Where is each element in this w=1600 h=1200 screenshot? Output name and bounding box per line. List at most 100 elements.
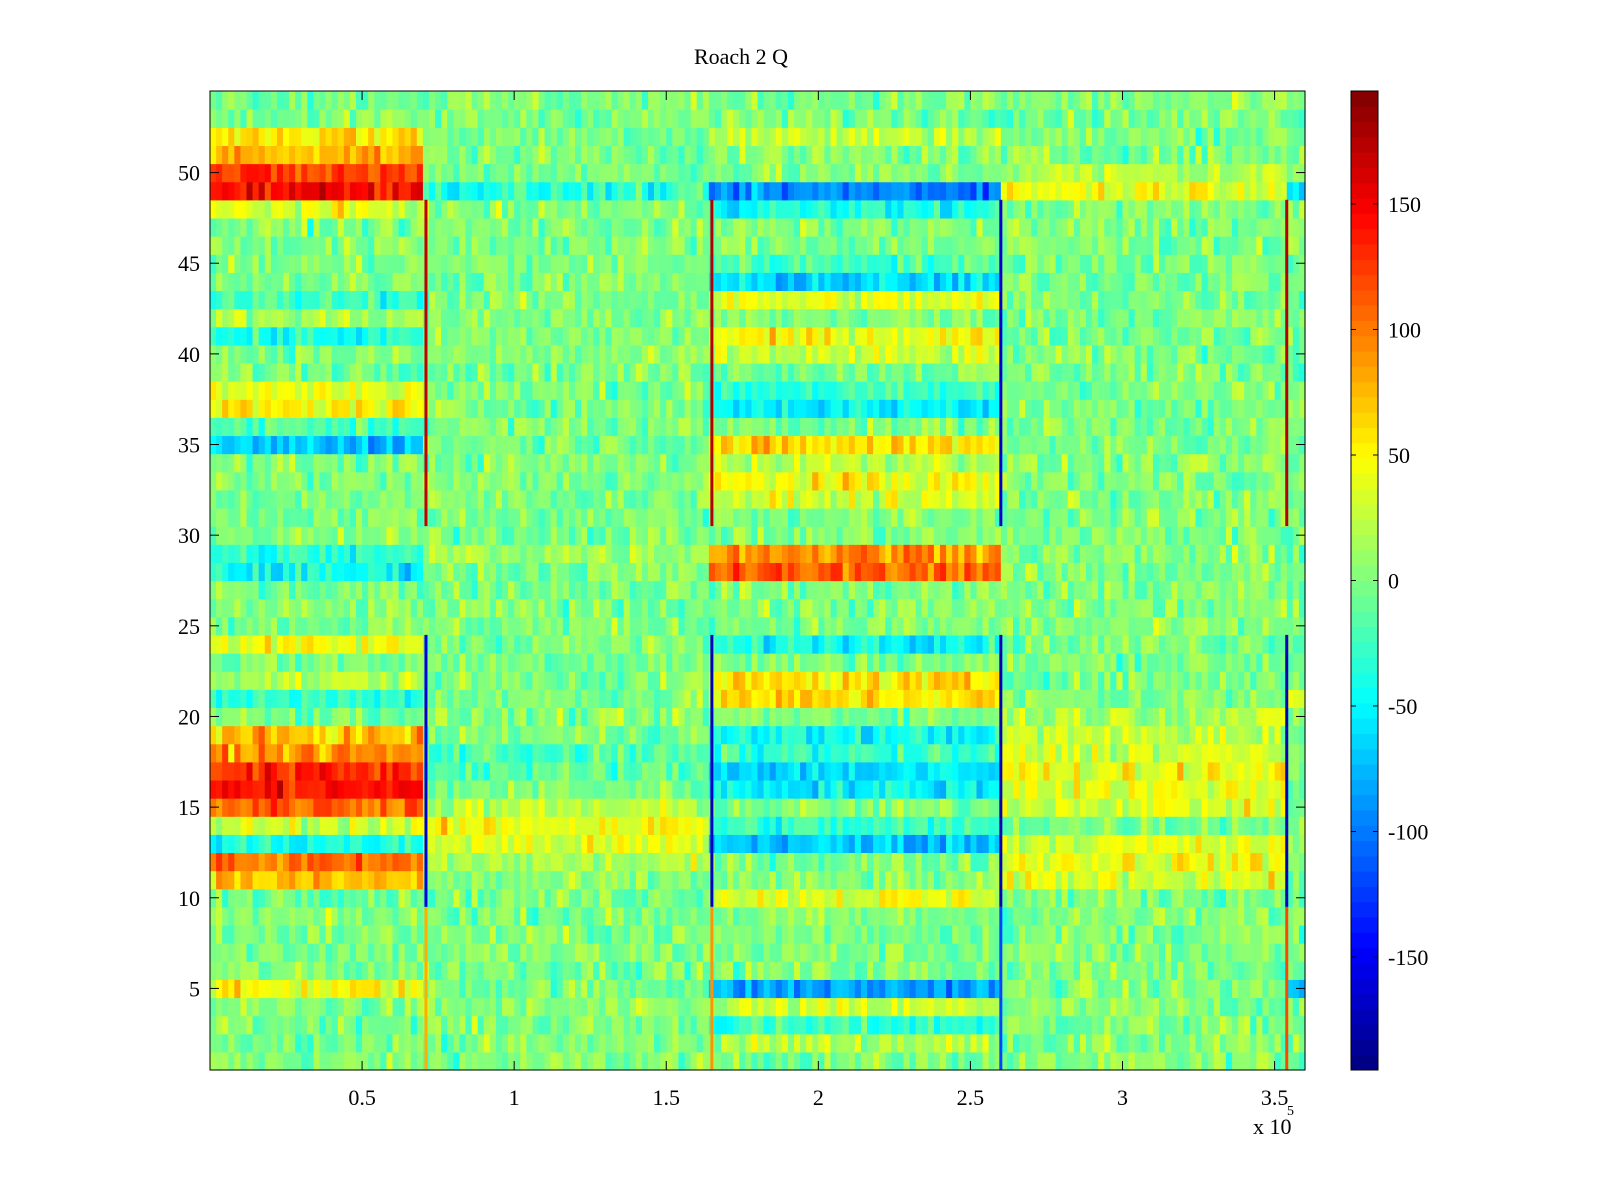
heatmap-cell (1079, 870, 1087, 890)
heatmap-cell (526, 906, 534, 926)
heatmap-cell (1110, 924, 1118, 944)
heatmap-cell (587, 761, 594, 781)
heatmap-cell (556, 870, 564, 890)
heatmap-cell (234, 997, 242, 1017)
heatmap-cell (824, 779, 832, 799)
heatmap-cell (544, 634, 552, 654)
heatmap-cell (867, 834, 874, 854)
heatmap-cell (514, 888, 521, 908)
heatmap-cell (988, 671, 996, 690)
heatmap-cell (477, 761, 485, 781)
heatmap-cell (386, 598, 394, 618)
heatmap-cell (1274, 943, 1282, 962)
heatmap-cell (410, 834, 418, 854)
heatmap-cell (1280, 852, 1288, 872)
heatmap-cell (581, 997, 588, 1017)
heatmap-cell (787, 779, 795, 799)
heatmap-cell (568, 616, 576, 636)
heatmap-cell (1073, 634, 1081, 654)
heatmap-cell (240, 924, 248, 944)
heatmap-cell (1013, 616, 1020, 636)
heatmap-cell (234, 798, 242, 817)
heatmap-cell (283, 943, 290, 962)
heatmap-cell (210, 834, 217, 854)
heatmap-cell (623, 834, 631, 854)
heatmap-cell (775, 1033, 783, 1053)
heatmap-cell (824, 634, 832, 654)
heatmap-cell (635, 1051, 643, 1071)
heatmap-cell (842, 779, 850, 799)
heatmap-cell (520, 997, 527, 1017)
heatmap-cell (526, 870, 534, 890)
heatmap-cell (483, 743, 491, 763)
heatmap-cell (453, 961, 461, 980)
heatmap-cell (684, 671, 692, 690)
heatmap-cell (781, 707, 789, 727)
heatmap-cell (836, 562, 844, 582)
heatmap-cell (690, 707, 698, 727)
heatmap-cell (234, 852, 242, 872)
heatmap-cell (532, 979, 540, 999)
heatmap-cell (873, 816, 880, 835)
heatmap-cell (502, 671, 509, 690)
heatmap-cell (1134, 943, 1142, 962)
heatmap-cell (1225, 961, 1233, 980)
heatmap-cell (891, 598, 899, 618)
heatmap-cell (1207, 761, 1215, 781)
heatmap-cell (1134, 779, 1142, 799)
heatmap-cell (1213, 834, 1221, 854)
heatmap-cell (1250, 761, 1257, 781)
heatmap-cell (216, 798, 223, 817)
heatmap-cell (946, 743, 953, 763)
heatmap-cell (617, 816, 625, 835)
heatmap-cell (702, 979, 710, 999)
heatmap-cell (1250, 653, 1257, 672)
heatmap-cell (933, 979, 941, 999)
heatmap-cell (763, 725, 771, 745)
heatmap-cell (222, 1051, 229, 1071)
heatmap-cell (946, 671, 953, 690)
heatmap-cell (982, 689, 990, 709)
heatmap-cell (915, 1051, 923, 1071)
heatmap-cell (836, 979, 844, 999)
heatmap-cell (952, 743, 959, 763)
heatmap-cell (806, 707, 813, 727)
heatmap-cell (1049, 653, 1057, 672)
heatmap-cell (1250, 888, 1257, 908)
heatmap-cell (356, 816, 363, 835)
heatmap-cell (854, 779, 862, 799)
heatmap-cell (714, 961, 722, 980)
heatmap-cell (258, 924, 266, 944)
heatmap-cell (1025, 1033, 1032, 1053)
heatmap-cell (568, 798, 576, 817)
heatmap-cell (483, 653, 491, 672)
heatmap-cell (933, 743, 941, 763)
heatmap-cell (587, 689, 594, 709)
heatmap-cell (836, 870, 844, 890)
heatmap-cell (410, 761, 418, 781)
heatmap-cell (435, 562, 442, 582)
heatmap-cell (210, 761, 217, 781)
heatmap-cell (289, 616, 296, 636)
heatmap-cell (1292, 580, 1300, 600)
heatmap-cell (605, 634, 613, 654)
heatmap-cell (550, 598, 558, 618)
heatmap-cell (483, 943, 491, 962)
heatmap-cell (1128, 1033, 1136, 1053)
heatmap-cell (1152, 852, 1160, 872)
heatmap-cell (301, 598, 308, 618)
heatmap-cell (246, 779, 254, 799)
heatmap-cell (1116, 598, 1124, 618)
heatmap-cell (684, 1015, 692, 1035)
heatmap-cell (763, 979, 771, 999)
heatmap-cell (392, 816, 400, 835)
heatmap-cell (1183, 779, 1191, 799)
heatmap-cell (976, 997, 984, 1017)
heatmap-cell (1073, 852, 1081, 872)
heatmap-cell (1043, 580, 1051, 600)
heatmap-cell (1280, 870, 1288, 890)
heatmap-cell (374, 562, 381, 582)
heatmap-cell (386, 562, 394, 582)
heatmap-cell (1189, 653, 1197, 672)
heatmap-cell (550, 707, 558, 727)
